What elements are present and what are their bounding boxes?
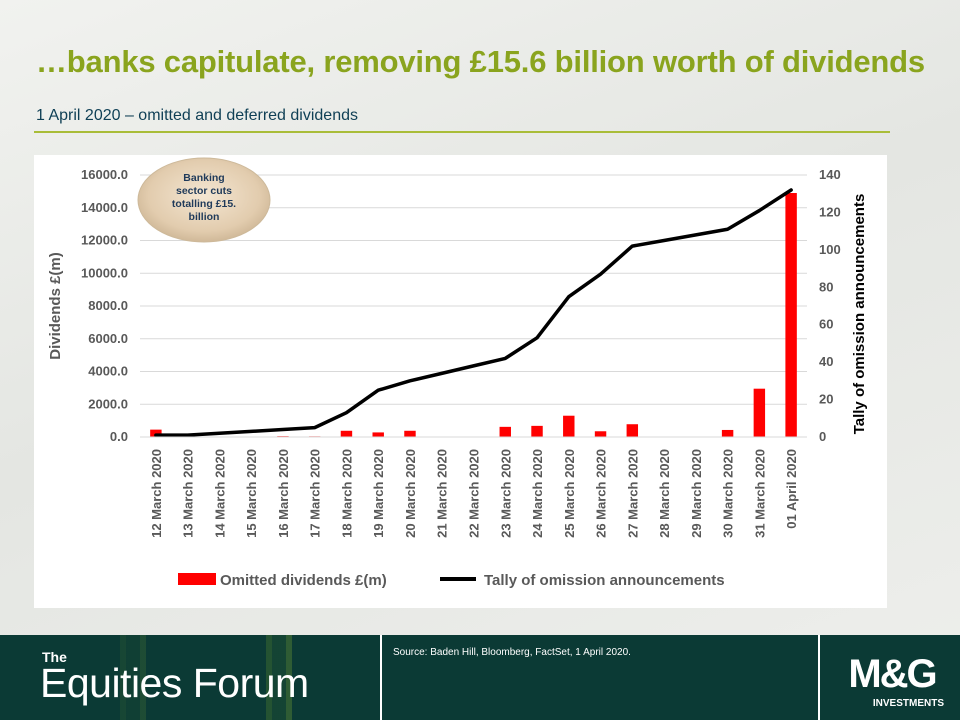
logo-main-text: M&G <box>848 652 935 696</box>
footer-bar <box>0 635 960 720</box>
y-right-tick-label: 40 <box>819 354 833 369</box>
y-left-tick-label: 4000.0 <box>88 364 128 379</box>
mg-investments-logo: M&G INVESTMENTS <box>848 652 944 709</box>
y-left-tick-label: 10000.0 <box>81 265 128 280</box>
bar <box>150 429 162 437</box>
legend-label-bars: Omitted dividends £(m) <box>220 572 387 589</box>
brand-name: Equities Forum <box>40 660 309 706</box>
slide-subtitle: 1 April 2020 – omitted and deferred divi… <box>36 107 358 124</box>
x-tick-label: 18 March 2020 <box>339 449 354 538</box>
bar <box>626 424 639 437</box>
bar-series <box>150 193 797 437</box>
x-tick-label: 12 March 2020 <box>149 449 164 538</box>
legend: Omitted dividends £(m) Tally of omission … <box>178 572 725 589</box>
x-tick-label: 22 March 2020 <box>467 449 482 538</box>
x-tick-label: 21 March 2020 <box>435 449 450 538</box>
x-tick-label: 16 March 2020 <box>276 449 291 538</box>
x-tick-label: 28 March 2020 <box>657 449 672 538</box>
title-divider <box>34 131 890 133</box>
legend-swatch-bars <box>178 573 216 585</box>
bar <box>721 429 734 437</box>
legend-label-line: Tally of omission announcements <box>484 572 725 589</box>
annotation-text-line: Banking <box>183 172 224 184</box>
grid-lines <box>140 174 807 438</box>
x-tick-label: 20 March 2020 <box>403 449 418 538</box>
y-left-tick-label: 8000.0 <box>88 298 128 313</box>
bar <box>340 430 353 437</box>
y-right-tick-label: 120 <box>819 204 841 219</box>
annotation-text-line: billion <box>189 211 220 223</box>
bar <box>372 432 384 437</box>
source-note: Source: Baden Hill, Bloomberg, FactSet, … <box>393 647 631 658</box>
y-right-tick-label: 20 <box>819 392 833 407</box>
annotation-text-line: sector cuts <box>176 185 232 197</box>
x-tick-label: 14 March 2020 <box>212 449 227 538</box>
combo-chart: 0.0 2000.0 4000.0 6000.0 8000.0 10000.0 12000.… <box>47 157 868 589</box>
bar <box>404 430 416 437</box>
x-tick-label: 27 March 2020 <box>625 449 640 538</box>
y-left-tick-label: 6000.0 <box>88 331 128 346</box>
y-right-tick-label: 60 <box>819 317 833 332</box>
x-tick-label: 23 March 2020 <box>498 449 513 538</box>
y-right-tick-label: 140 <box>819 167 841 182</box>
y-left-tick-label: 12000.0 <box>81 233 128 248</box>
y-left-axis-title: Dividends £(m) <box>47 252 64 360</box>
x-tick-label: 25 March 2020 <box>562 449 577 538</box>
y-right-tick-label: 0 <box>819 429 826 444</box>
x-tick-label: 19 March 2020 <box>371 449 386 538</box>
logo-sub-text: INVESTMENTS <box>873 698 944 709</box>
x-tick-label: 15 March 2020 <box>244 449 259 538</box>
y-left-tick-label: 0.0 <box>110 429 128 444</box>
x-tick-label: 31 March 2020 <box>752 449 767 538</box>
x-tick-label: 29 March 2020 <box>689 449 704 538</box>
x-tick-label: 26 March 2020 <box>594 449 609 538</box>
bar <box>499 426 511 437</box>
x-tick-label: 24 March 2020 <box>530 449 545 538</box>
y-right-tick-label: 80 <box>819 279 833 294</box>
line-series <box>154 188 793 437</box>
bar <box>594 431 607 437</box>
axes: 0.0 2000.0 4000.0 6000.0 8000.0 10000.0 12000.… <box>47 167 868 538</box>
bar <box>785 193 797 437</box>
bar <box>753 388 766 437</box>
bar <box>531 425 543 437</box>
y-right-axis-title: Tally of omission announcements <box>851 194 868 435</box>
x-tick-label: 01 April 2020 <box>784 449 799 529</box>
chart-panel: 0.0 2000.0 4000.0 6000.0 8000.0 10000.0 12000.… <box>34 155 887 608</box>
tally-line <box>154 188 793 437</box>
x-tick-label: 17 March 2020 <box>308 449 323 538</box>
bar <box>563 415 575 437</box>
y-left-tick-label: 14000.0 <box>81 200 128 215</box>
annotation-bubble <box>137 157 271 243</box>
y-right-tick-label: 100 <box>819 242 841 257</box>
footer-divider-right <box>818 635 820 720</box>
y-left-tick-label: 16000.0 <box>81 167 128 182</box>
brand-the: The <box>42 649 67 665</box>
x-tick-label: 13 March 2020 <box>181 449 196 538</box>
footer-divider-left <box>380 635 382 720</box>
annotation-text-line: totalling £15. <box>172 198 236 210</box>
slide-title: …banks capitulate, removing £15.6 billio… <box>36 44 925 79</box>
x-tick-label: 30 March 2020 <box>721 449 736 538</box>
y-left-tick-label: 2000.0 <box>88 396 128 411</box>
footer-fade <box>0 635 380 720</box>
